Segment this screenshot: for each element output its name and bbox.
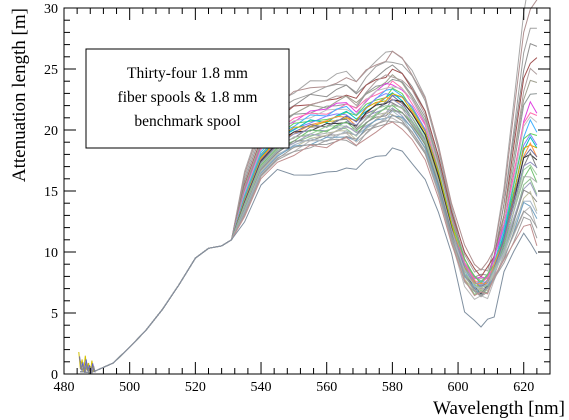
y-tick-label: 25 (44, 63, 58, 78)
legend-line-3: benchmark spool (134, 113, 240, 130)
y-tick-label: 30 (44, 2, 58, 17)
noise-blip-line (79, 360, 96, 374)
y-axis-title: Attenuation length [m] (9, 8, 30, 182)
y-tick-label: 20 (44, 124, 58, 139)
x-tick-label: 520 (185, 380, 206, 395)
x-tick-label: 620 (513, 380, 534, 395)
legend-line-1: Thirty-four 1.8 mm (127, 65, 248, 82)
y-tick-label: 15 (44, 185, 58, 200)
x-tick-label: 480 (54, 380, 75, 395)
ticks-layer (63, 7, 551, 375)
tick-labels-layer: 480 500 520 540 560 580 600 620 0 5 10 15 20 25 30 (44, 2, 534, 395)
y-tick-label: 0 (51, 368, 58, 383)
y-tick-label: 10 (44, 246, 58, 261)
x-tick-label: 560 (316, 380, 337, 395)
x-tick-label: 600 (448, 380, 469, 395)
series-line (80, 147, 538, 374)
legend-frame (85, 48, 290, 149)
legend-box: Thirty-four 1.8 mm fiber spools & 1.8 mm… (85, 48, 290, 149)
x-tick-label: 580 (382, 380, 403, 395)
series-layer (78, 0, 538, 374)
x-tick-label: 500 (119, 380, 140, 395)
legend-line-2: fiber spools & 1.8 mm (118, 89, 258, 106)
x-axis-title: Wavelength [nm] (433, 398, 565, 419)
x-tick-label: 540 (251, 380, 272, 395)
y-tick-label: 5 (51, 307, 58, 322)
